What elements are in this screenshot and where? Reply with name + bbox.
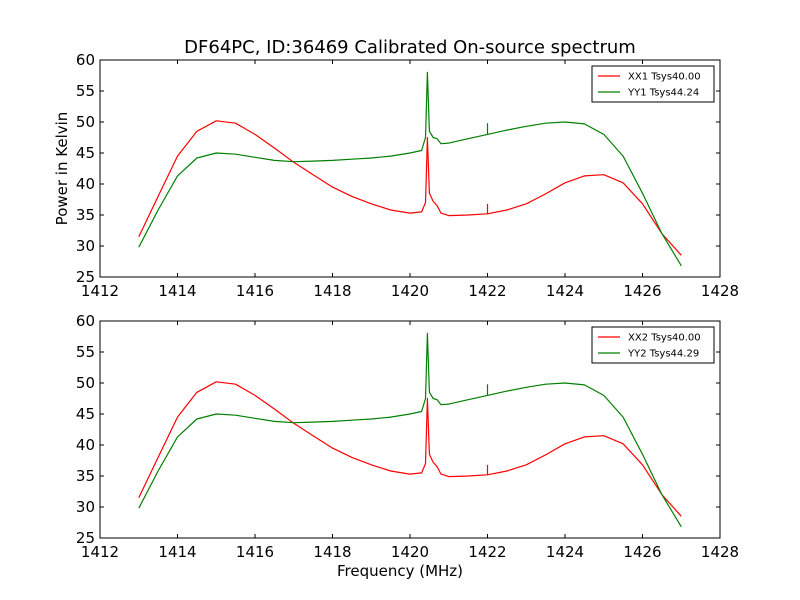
y-tick-label: 50: [76, 113, 95, 131]
y-tick-label: 25: [76, 529, 95, 547]
legend-box: [591, 65, 715, 103]
x-tick-label: 1426: [623, 282, 661, 300]
figure-title: DF64PC, ID:36469 Calibrated On-source sp…: [184, 37, 636, 58]
x-tick-label: 1428: [701, 543, 739, 561]
y-tick-label: 35: [76, 206, 95, 224]
x-tick-label: 1414: [158, 543, 196, 561]
x-tick-label: 1412: [81, 282, 119, 300]
y-tick-label: 45: [76, 144, 95, 162]
x-tick-label: 1428: [701, 282, 739, 300]
x-tick-label: 1412: [81, 543, 119, 561]
x-tick-label: 1424: [546, 543, 584, 561]
x-tick-label: 1420: [391, 543, 429, 561]
x-tick-label: 1422: [468, 543, 506, 561]
y-tick-label: 25: [76, 268, 95, 286]
y-tick-label: 40: [76, 436, 95, 454]
legend-entry: XX2 Tsys40.00: [628, 333, 701, 344]
x-tick-label: 1414: [158, 282, 196, 300]
series-line-1: [138, 381, 682, 517]
legend: XX1 Tsys40.00 YY1 Tsys44.24: [591, 65, 715, 103]
y-tick-label: 50: [76, 374, 95, 392]
legend-entry: XX1 Tsys40.00: [628, 72, 701, 83]
y-tick-label: 35: [76, 467, 95, 485]
bottom-panel: 1412 1414 1416 1418 1420 1422 1424 1426 1428 25 30…: [76, 312, 739, 580]
series-line-2: [138, 71, 682, 267]
series-line-2: [138, 332, 682, 528]
y-tick-label: 45: [76, 405, 95, 423]
legend-entry: YY1 Tsys44.24: [627, 88, 699, 99]
y-tick-label: 60: [76, 312, 95, 330]
y-tick-label: 30: [76, 498, 95, 516]
top-panel: 1412 1414 1416 1418 1420 1422 1424 1426 1428 25 30…: [53, 51, 739, 300]
legend-entry: YY2 Tsys44.29: [627, 349, 699, 360]
y-tick-label: 30: [76, 237, 95, 255]
y-axis-label: Power in Kelvin: [53, 112, 71, 226]
legend-box: [591, 326, 715, 364]
series-line-1: [138, 120, 682, 256]
x-tick-label: 1420: [391, 282, 429, 300]
y-tick-label: 40: [76, 175, 95, 193]
y-tick-label: 55: [76, 343, 95, 361]
x-axis-label: Frequency (MHz): [337, 562, 463, 580]
x-tick-label: 1416: [236, 282, 274, 300]
x-tick-label: 1418: [313, 543, 351, 561]
y-tick-label: 55: [76, 82, 95, 100]
x-tick-label: 1422: [468, 282, 506, 300]
x-tick-label: 1418: [313, 282, 351, 300]
x-tick-label: 1426: [623, 543, 661, 561]
x-tick-label: 1416: [236, 543, 274, 561]
y-tick-label: 60: [76, 51, 95, 69]
legend: XX2 Tsys40.00 YY2 Tsys44.29: [591, 326, 715, 364]
x-tick-label: 1424: [546, 282, 584, 300]
